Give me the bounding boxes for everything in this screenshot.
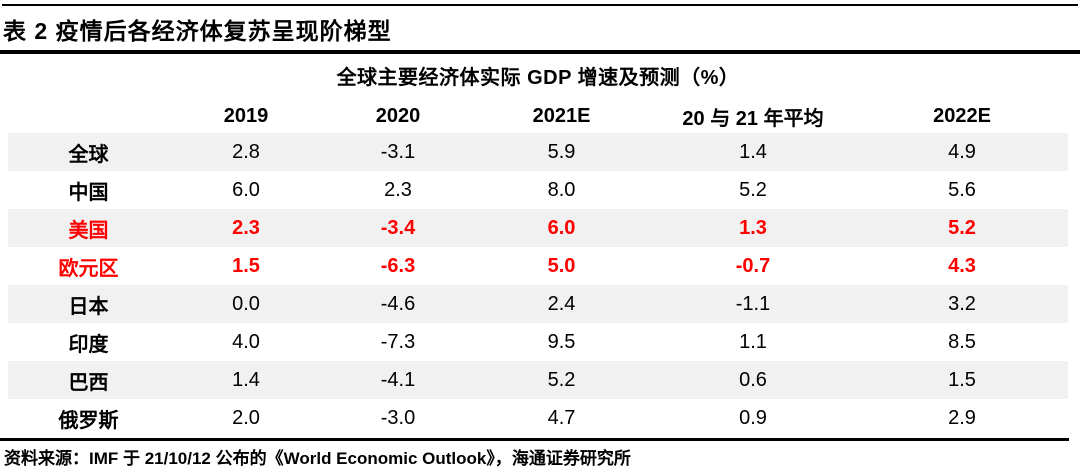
cell-value: 5.2 — [547, 368, 576, 391]
cell-value: 8.0 — [547, 178, 576, 201]
cell-value: 5.2 — [948, 216, 976, 239]
cell-value: 5.6 — [948, 178, 976, 201]
cell-value: 5.2 — [739, 178, 767, 201]
source-label: 资料来源： — [4, 449, 89, 468]
cell-value: 6.0 — [232, 178, 260, 201]
cell-value: 9.5 — [547, 330, 576, 353]
cell-value: 0.6 — [739, 368, 767, 391]
cell-value: -0.7 — [735, 254, 771, 277]
cell-value: 2.0 — [232, 406, 260, 429]
row-label: 中国 — [68, 181, 109, 204]
cell-value: -1.1 — [735, 292, 771, 315]
column-header-2020: 2020 — [375, 105, 421, 127]
column-header-2021e: 2021E — [532, 105, 591, 127]
cell-value: 2.3 — [384, 178, 412, 201]
table-caption: 全球主要经济体实际 GDP 增速及预测（%） — [336, 67, 740, 89]
row-label: 全球 — [68, 143, 109, 166]
table-row: 欧元区 1.5 -6.3 5.0 -0.7 4.3 — [8, 247, 1068, 285]
cell-value: 5.9 — [547, 140, 576, 163]
cell-value: 1.4 — [739, 140, 767, 163]
row-label: 俄罗斯 — [58, 409, 119, 432]
row-label: 巴西 — [68, 371, 109, 394]
table-row: 巴西 1.4 -4.1 5.2 0.6 1.5 — [8, 361, 1068, 399]
cell-value: 0.9 — [739, 406, 767, 429]
table-row: 中国 6.0 2.3 8.0 5.2 5.6 — [8, 171, 1068, 209]
cell-value: 6.0 — [547, 216, 576, 239]
cell-value: 4.7 — [547, 406, 576, 429]
cell-value: 1.4 — [232, 368, 260, 391]
cell-value: 4.3 — [948, 254, 976, 277]
cell-value: -4.1 — [380, 368, 416, 391]
table-row: 美国 2.3 -3.4 6.0 1.3 5.2 — [8, 209, 1068, 247]
gdp-table-container: 全球主要经济体实际 GDP 增速及预测（%） 2019 2020 2021E 2… — [8, 56, 1068, 437]
cell-value: -3.0 — [380, 406, 416, 429]
cell-value: 2.3 — [232, 216, 260, 239]
column-header-2019: 2019 — [223, 105, 269, 127]
cell-value: 5.0 — [547, 254, 576, 277]
table-header-row: 2019 2020 2021E 20 与 21 年平均 2022E — [8, 100, 1068, 133]
table-row: 全球 2.8 -3.1 5.9 1.4 4.9 — [8, 133, 1068, 171]
cell-value: 3.2 — [948, 292, 976, 315]
page-title: 表 2 疫情后各经济体复苏呈现阶梯型 — [3, 18, 392, 44]
bottom-divider — [0, 438, 1069, 441]
cell-value: 2.8 — [232, 140, 260, 163]
table-row: 印度 4.0 -7.3 9.5 1.1 8.5 — [8, 323, 1068, 361]
cell-value: 1.1 — [739, 330, 767, 353]
cell-value: 2.9 — [948, 406, 976, 429]
row-label: 印度 — [68, 333, 109, 356]
row-label: 美国 — [68, 219, 109, 242]
cell-value: 4.0 — [232, 330, 260, 353]
cell-value: -7.3 — [380, 330, 416, 353]
cell-value: 0.0 — [232, 292, 260, 315]
table-row: 日本 0.0 -4.6 2.4 -1.1 3.2 — [8, 285, 1068, 323]
column-header-blank — [8, 100, 169, 133]
cell-value: 2.4 — [547, 292, 576, 315]
cell-value: -3.1 — [380, 140, 416, 163]
cell-value: 1.5 — [232, 254, 260, 277]
cell-value: 1.5 — [948, 368, 976, 391]
cell-value: -4.6 — [380, 292, 416, 315]
cell-value: 1.3 — [739, 216, 767, 239]
column-header-2022e: 2022E — [933, 105, 991, 127]
row-label: 欧元区 — [58, 257, 119, 280]
cell-value: 4.9 — [948, 140, 976, 163]
title-divider — [0, 50, 1080, 54]
source-text: IMF 于 21/10/12 公布的《World Economic Outloo… — [89, 449, 631, 468]
cell-value: 8.5 — [948, 330, 976, 353]
column-header-avg-20-21: 20 与 21 年平均 — [682, 108, 824, 130]
gdp-table: 2019 2020 2021E 20 与 21 年平均 2022E 全球 2.8… — [8, 100, 1068, 437]
cell-value: -3.4 — [380, 216, 416, 239]
row-label: 日本 — [68, 295, 109, 318]
table-row: 俄罗斯 2.0 -3.0 4.7 0.9 2.9 — [8, 399, 1068, 437]
cell-value: -6.3 — [380, 254, 416, 277]
top-rule — [2, 4, 1078, 6]
source-line: 资料来源：IMF 于 21/10/12 公布的《World Economic O… — [4, 444, 631, 468]
